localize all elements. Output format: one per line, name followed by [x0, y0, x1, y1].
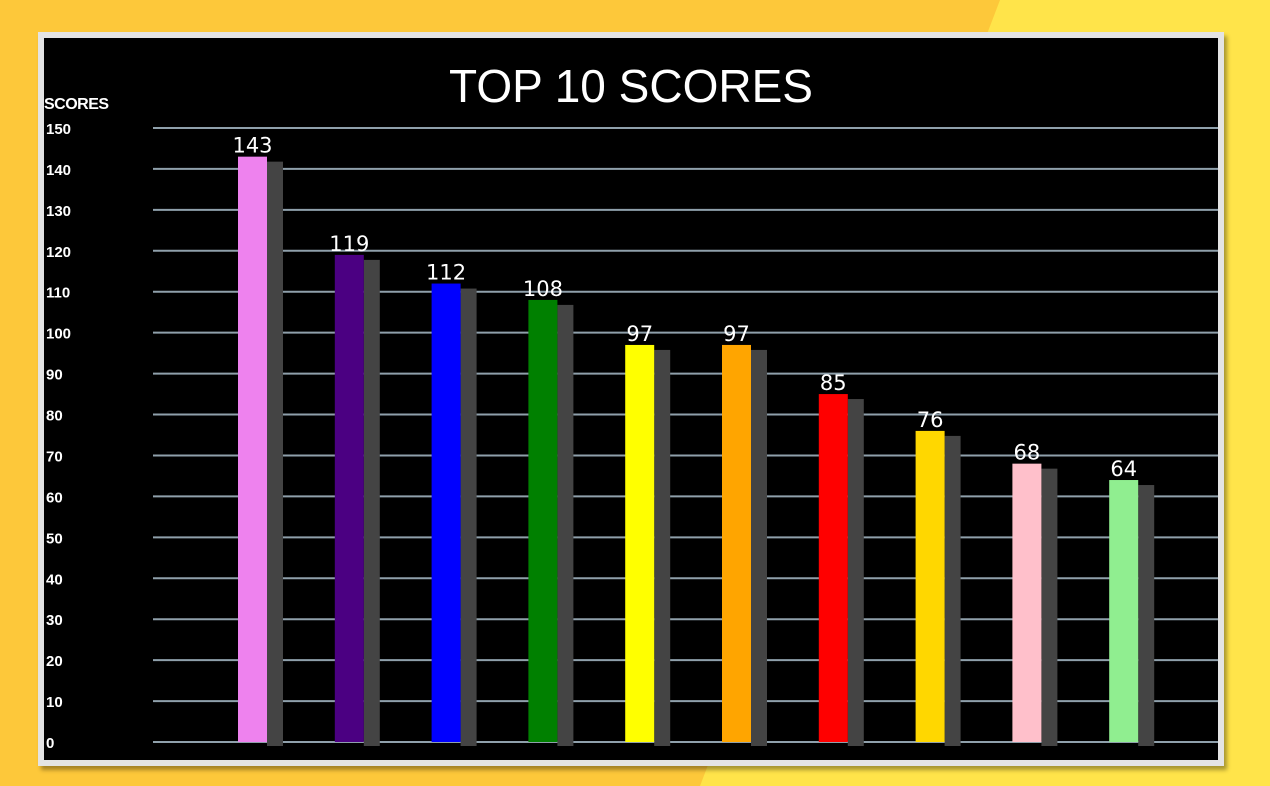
gridlines — [153, 127, 1218, 743]
bar — [915, 430, 945, 742]
y-tick-label: 0 — [46, 735, 54, 752]
bar-value-label: 85 — [820, 371, 847, 395]
y-tick-label: 60 — [46, 489, 63, 506]
bar-shadow — [1138, 485, 1155, 746]
y-tick-label: 40 — [46, 571, 63, 588]
bar-shadow — [363, 259, 380, 746]
y-tick-label: 50 — [46, 530, 63, 547]
y-tick-label: 110 — [46, 285, 70, 302]
y-tick-label: 70 — [46, 448, 63, 465]
y-axis-label: SCORES — [44, 96, 109, 113]
bar-value-label: 143 — [232, 134, 272, 158]
data-labels: 143 119 112 108 97 97 85 76 68 64 — [232, 134, 1137, 481]
bar-value-label: 112 — [426, 261, 466, 285]
y-tick-label: 140 — [46, 162, 71, 179]
y-tick-label: 10 — [46, 694, 63, 711]
bar-shadow — [267, 161, 283, 747]
bar — [625, 344, 655, 742]
bar-shadow — [460, 288, 477, 746]
bar-shadow — [944, 435, 961, 746]
bar-value-label: 97 — [626, 322, 653, 346]
bar-value-label: 76 — [917, 408, 944, 432]
bar — [818, 394, 848, 742]
y-tick-labels: 0 10 20 30 40 50 60 70 80 90 100 110 120 130 140 150 — [46, 121, 71, 752]
bar — [431, 283, 461, 742]
chart-title: TOP 10 SCORES — [449, 60, 813, 112]
bar-shadow — [751, 349, 767, 746]
bar-chart: 0 10 20 30 40 50 60 70 80 90 100 110 120 130 140 150 14… — [46, 121, 1218, 752]
y-tick-label: 90 — [46, 367, 63, 384]
bars — [238, 156, 1155, 747]
bar-shadow — [557, 304, 574, 746]
y-tick-label: 20 — [46, 653, 63, 670]
bar — [722, 344, 751, 742]
y-tick-label: 80 — [46, 408, 63, 425]
y-tick-label: 30 — [46, 612, 63, 629]
y-tick-label: 120 — [46, 244, 71, 261]
bar — [334, 254, 364, 743]
bar-value-label: 97 — [723, 322, 750, 346]
bar-value-label: 64 — [1110, 457, 1137, 481]
bar — [1109, 480, 1139, 742]
bar-shadow — [654, 349, 671, 746]
bar-shadow — [847, 399, 864, 746]
bar-value-label: 108 — [523, 277, 563, 301]
y-tick-label: 130 — [46, 203, 71, 220]
bar — [528, 299, 558, 742]
bar-value-label: 119 — [329, 232, 369, 256]
chart-panel: TOP 10 SCORES SCORES 0 10 20 30 40 50 60 70 80 90… — [38, 32, 1224, 766]
bar-shadow — [1041, 468, 1058, 746]
y-tick-label: 150 — [46, 121, 71, 138]
bar — [238, 156, 267, 743]
y-tick-label: 100 — [46, 326, 71, 343]
bar — [1012, 463, 1042, 742]
bar-value-label: 68 — [1014, 441, 1041, 465]
